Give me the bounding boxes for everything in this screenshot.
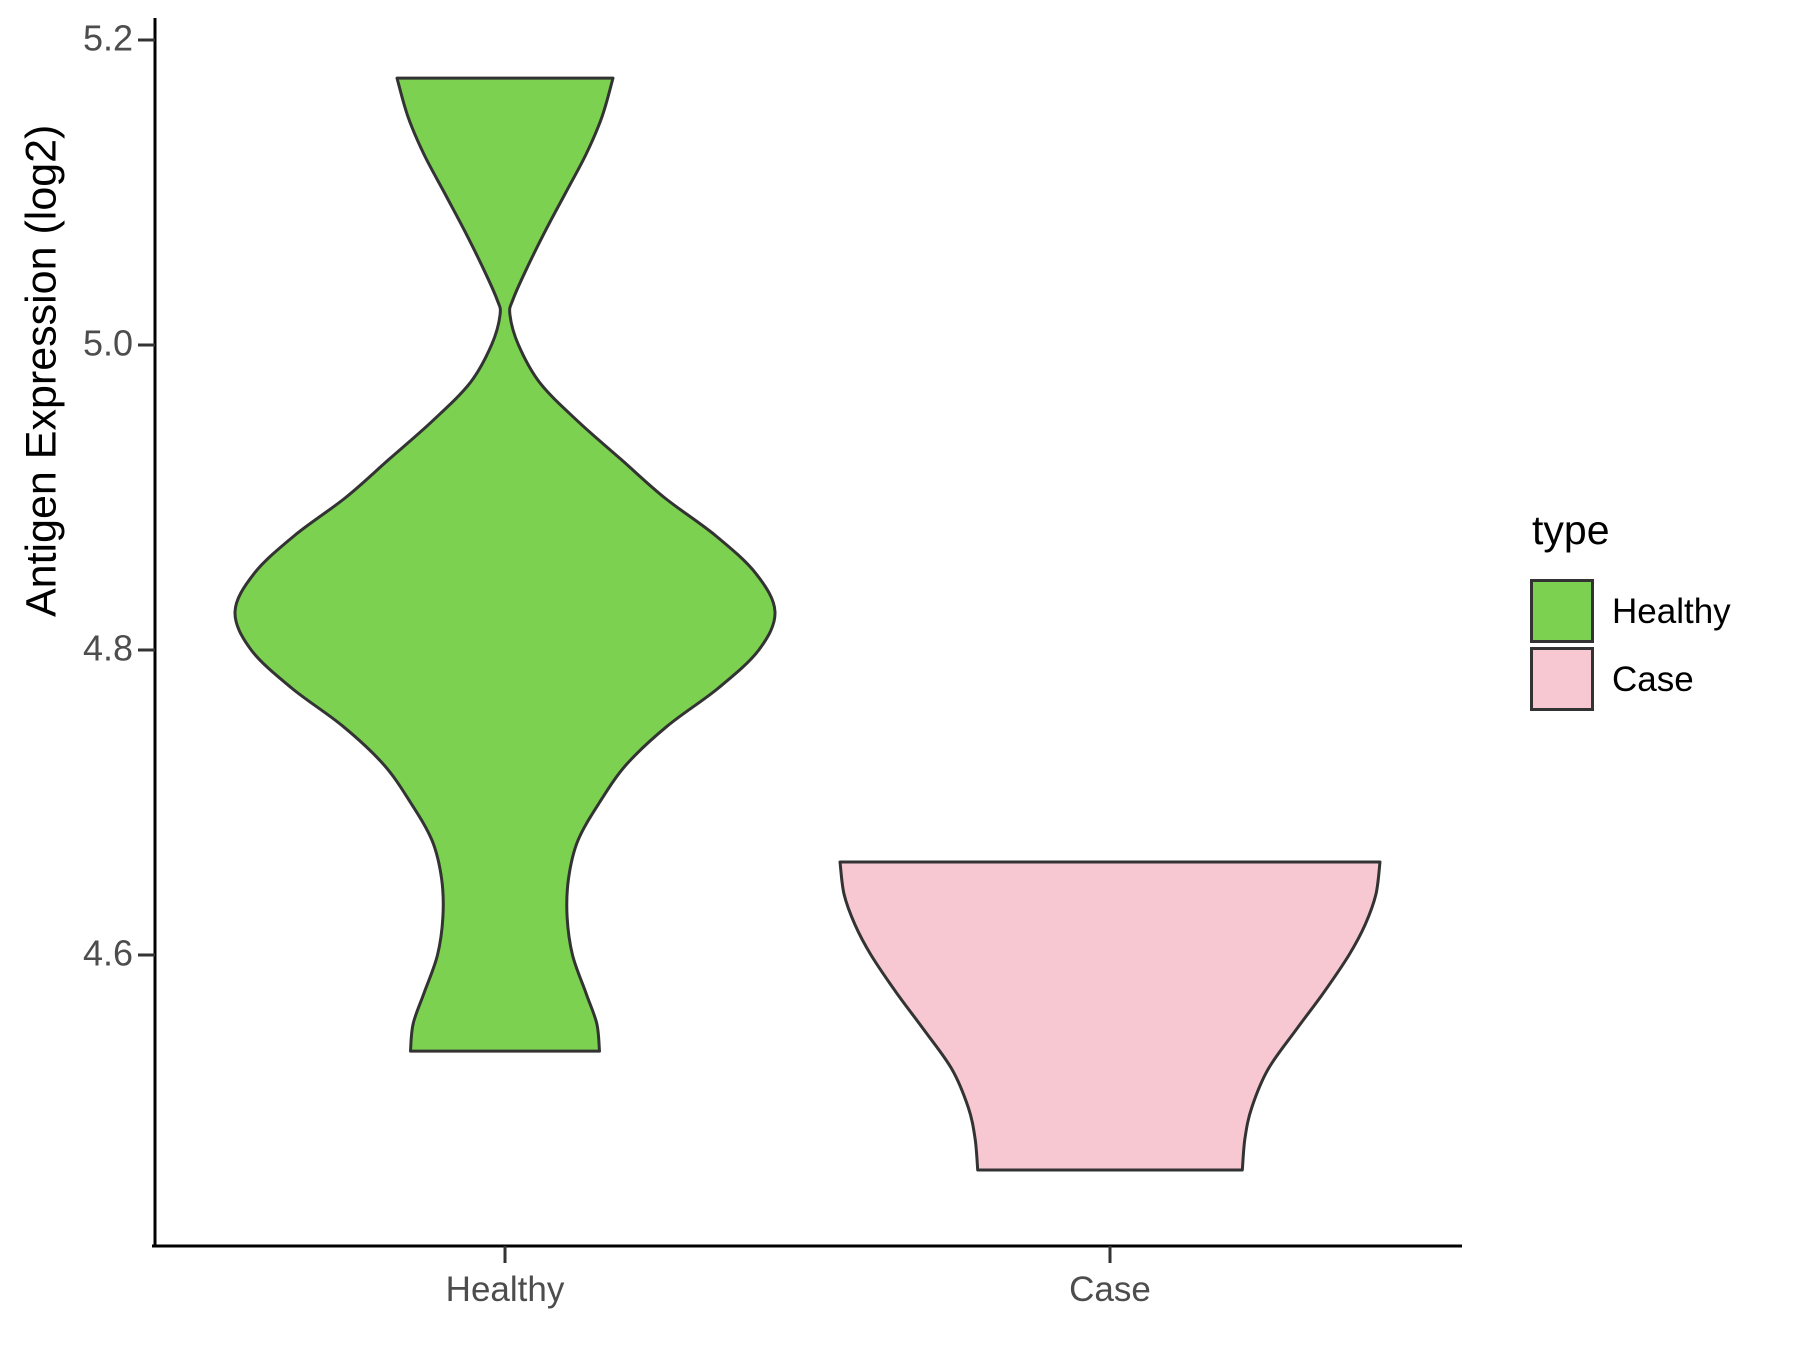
legend-key-healthy-swatch <box>1530 579 1594 643</box>
legend-title: type <box>1532 507 1610 553</box>
legend: type Healthy Case <box>1530 510 1731 715</box>
x-category-label-case: Case <box>1069 1270 1151 1309</box>
tick-marks <box>138 38 1112 1263</box>
violin-healthy <box>233 76 777 1053</box>
y-tick-label: 5.2 <box>82 17 133 59</box>
x-category-label-healthy: Healthy <box>445 1270 565 1309</box>
violin-case <box>838 860 1382 1172</box>
legend-entry-case: Case <box>1530 647 1731 711</box>
legend-entry-healthy: Healthy <box>1530 579 1731 643</box>
legend-label-healthy: Healthy <box>1612 591 1731 631</box>
axis-lines <box>152 18 1462 1248</box>
legend-label-case: Case <box>1612 659 1694 699</box>
y-tick-label: 4.6 <box>82 932 133 974</box>
y-tick-label: 5.0 <box>82 322 133 364</box>
legend-key-case-swatch <box>1530 647 1594 711</box>
y-tick-label: 4.8 <box>82 627 133 669</box>
